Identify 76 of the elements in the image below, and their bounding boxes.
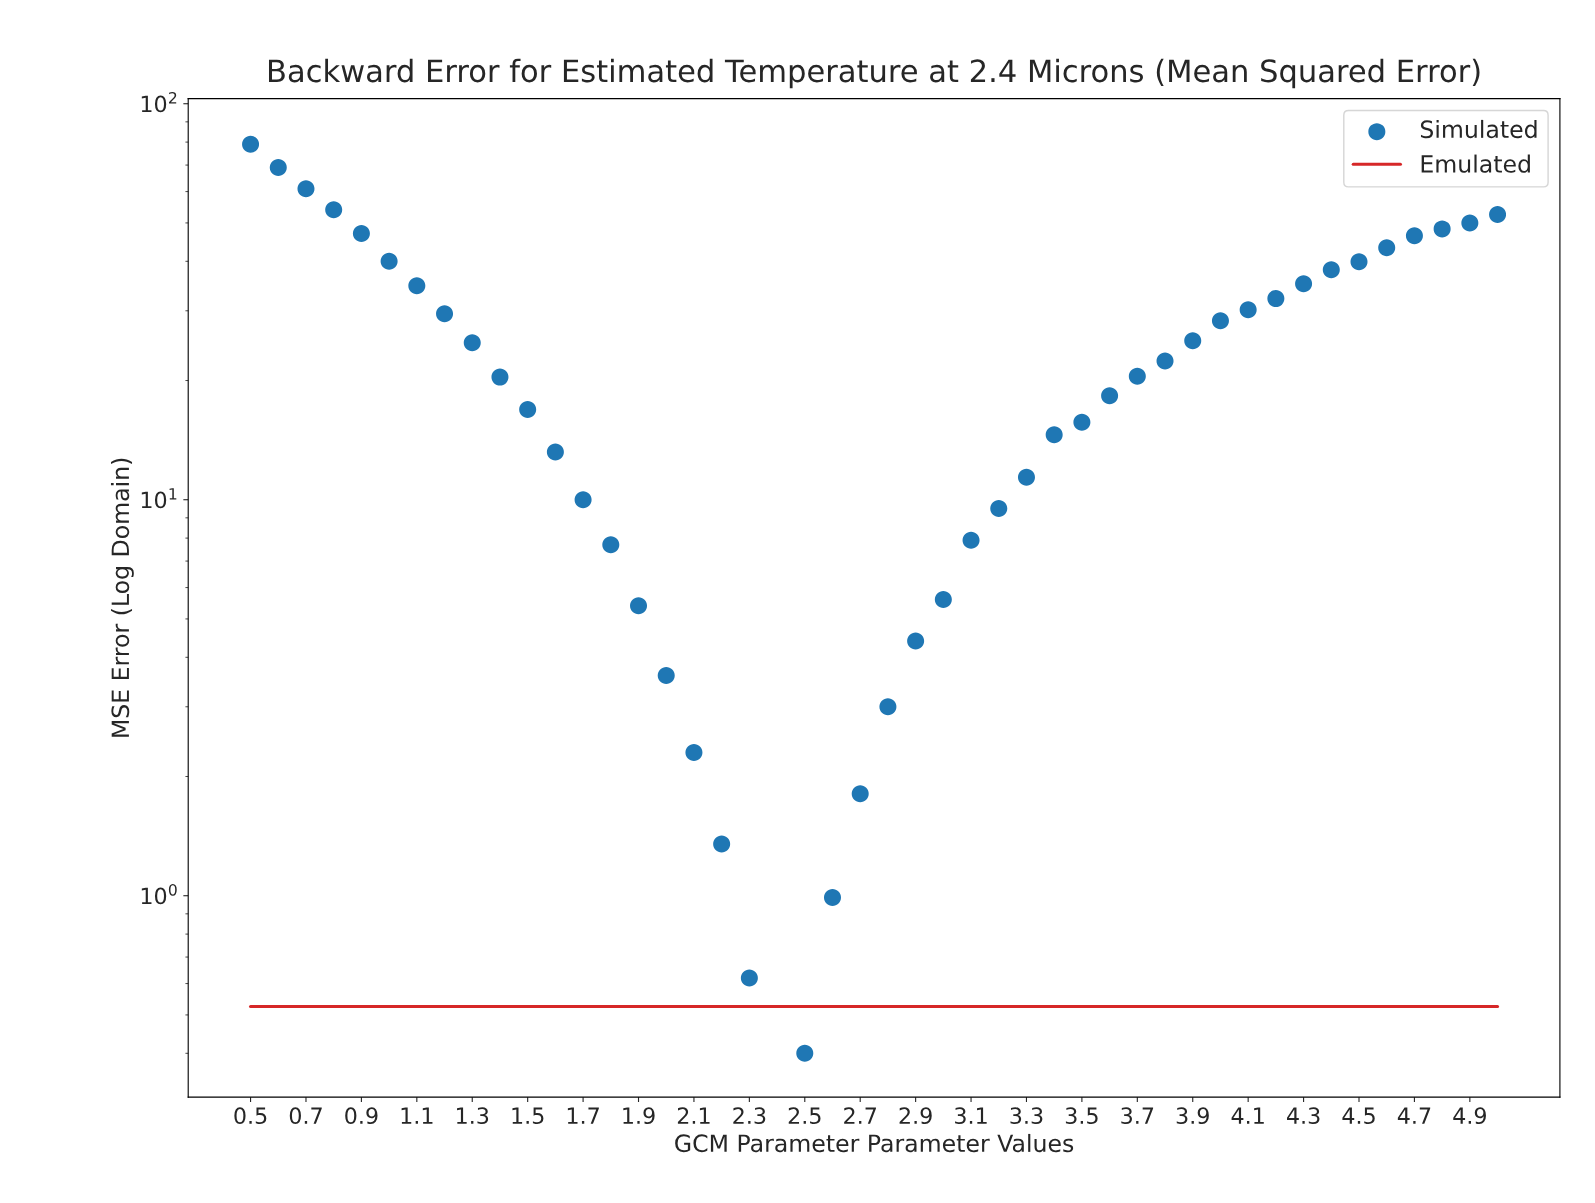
point <box>1101 387 1119 405</box>
point <box>1017 468 1035 486</box>
x-tick-label: 2.3 <box>733 1107 766 1125</box>
x-tick-label: 1.5 <box>512 1107 544 1125</box>
point <box>297 180 315 198</box>
y-tick-label: 10$^{2}$ <box>141 91 177 113</box>
point <box>1489 206 1507 224</box>
point <box>436 305 454 323</box>
x-tick-label: 0.9 <box>345 1107 378 1125</box>
chart-title: Backward Error for Estimated Temperature at 2.4 Microns (Mean Squared Error) <box>269 58 1480 89</box>
point <box>1295 275 1313 293</box>
legend-label: Simulated <box>1420 119 1537 139</box>
legend-label: Emulated <box>1421 154 1530 173</box>
x-tick-label: 2.5 <box>788 1107 821 1125</box>
point <box>1378 239 1396 257</box>
x-tick-label: 2.1 <box>677 1107 710 1124</box>
x-tick-label: 4.5 <box>1342 1107 1375 1125</box>
point <box>630 597 648 615</box>
point <box>463 334 481 352</box>
point <box>1461 214 1479 232</box>
point <box>962 531 980 549</box>
point <box>1433 220 1451 238</box>
point <box>546 443 564 461</box>
x-tick-label: 4.3 <box>1287 1107 1320 1125</box>
point <box>1156 352 1174 370</box>
point <box>879 698 897 716</box>
point <box>1211 312 1229 330</box>
x-tick-label: 3.7 <box>1121 1107 1154 1125</box>
point <box>491 368 509 386</box>
y-axis-title: MSE Error (Log Domain) <box>110 458 134 737</box>
point <box>907 632 925 650</box>
point <box>1267 290 1285 308</box>
point <box>1239 301 1257 319</box>
point <box>823 888 841 906</box>
x-tick-label: 3.3 <box>1010 1107 1043 1125</box>
x-tick-label: 3.1 <box>955 1107 987 1125</box>
x-tick-label: 3.5 <box>1065 1107 1098 1125</box>
point <box>242 135 260 153</box>
x-tick-label: 0.5 <box>234 1107 267 1125</box>
x-tick-label: 4.1 <box>1231 1107 1264 1124</box>
x-tick-label: 0.7 <box>289 1107 322 1125</box>
x-tick-label: 1.9 <box>623 1107 655 1125</box>
x-tick-label: 4.7 <box>1397 1107 1431 1124</box>
x-tick-label: 1.1 <box>401 1107 433 1124</box>
x-tick-label: 3.9 <box>1176 1107 1209 1125</box>
point <box>990 500 1008 518</box>
point <box>574 491 592 509</box>
point <box>269 159 287 177</box>
point <box>519 400 537 418</box>
y-tick-label: 10$^{1}$ <box>141 488 177 509</box>
point <box>1350 253 1368 271</box>
point <box>1073 413 1091 431</box>
x-tick-label: 2.7 <box>844 1107 876 1124</box>
y-tick-label: 10$^{0}$ <box>141 883 177 905</box>
point <box>851 785 869 803</box>
point <box>1045 426 1063 444</box>
point <box>934 590 952 608</box>
x-tick-label: 4.9 <box>1453 1107 1486 1125</box>
point <box>602 536 620 554</box>
point <box>380 252 398 270</box>
point <box>1184 332 1202 350</box>
point <box>740 969 758 987</box>
point <box>657 666 675 684</box>
point <box>1405 227 1423 245</box>
x-tick-label: 1.3 <box>457 1107 489 1125</box>
x-tick-label: 1.7 <box>567 1107 599 1124</box>
point <box>1128 367 1146 385</box>
point <box>685 743 703 761</box>
point <box>408 277 426 295</box>
point <box>713 835 731 853</box>
point <box>352 225 370 243</box>
x-axis-title: GCM Parameter Parameter Values <box>675 1133 1074 1153</box>
point <box>796 1044 814 1062</box>
point <box>325 201 343 219</box>
x-tick-label: 2.9 <box>899 1107 932 1125</box>
point <box>1322 261 1340 279</box>
